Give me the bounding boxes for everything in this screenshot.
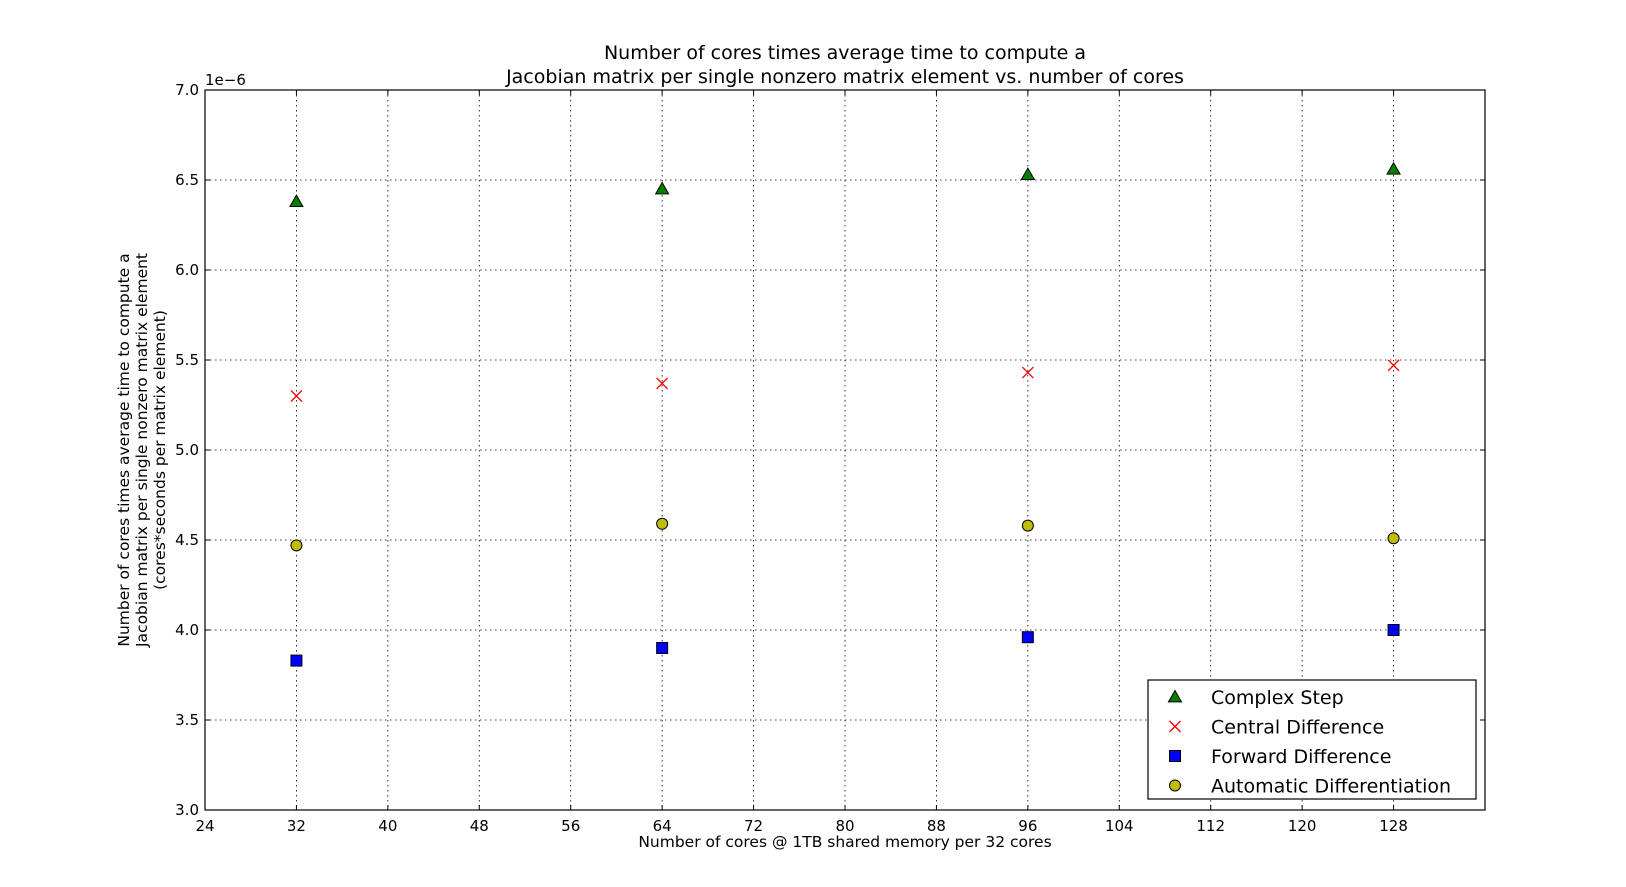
data-point: [656, 642, 669, 654]
legend-box: [1147, 679, 1477, 800]
data-series: [289, 161, 1401, 667]
x-tick-label: 24: [195, 817, 214, 835]
data-point: [1386, 161, 1401, 175]
y-tick-label: 3.0: [175, 801, 199, 819]
x-tick-label: 80: [835, 817, 854, 835]
legend-label: Complex Step: [1211, 687, 1344, 709]
chart-title-line-2: Jacobian matrix per single nonzero matri…: [505, 66, 1184, 88]
y-axis-label-line-1: Number of cores times average time to co…: [115, 253, 133, 646]
x-tick-label: 32: [287, 817, 306, 835]
data-point: [656, 377, 669, 390]
x-tick-label: 104: [1105, 817, 1134, 835]
data-point: [1021, 519, 1034, 532]
y-axis-label-line-2: Jacobian matrix per single nonzero matri…: [133, 253, 151, 648]
data-point: [1387, 359, 1400, 372]
x-tick-label: 120: [1288, 817, 1317, 835]
x-axis-label: Number of cores @ 1TB shared memory per …: [638, 833, 1051, 851]
x-tick-label: 112: [1196, 817, 1225, 835]
legend-label: Automatic Differentiation: [1211, 776, 1451, 798]
legend-marker: [1169, 720, 1181, 733]
x-tick-label: 40: [378, 817, 397, 835]
axis-ticks: 24 32 40 48 56 64 72 80 88 96 104 112 120 128 3.0 3.5 4.…: [175, 81, 1485, 835]
x-tick-label: 88: [927, 817, 946, 835]
chart-title-line-1: Number of cores times average time to co…: [604, 42, 1086, 64]
y-tick-label: 6.0: [175, 261, 199, 279]
data-point: [656, 517, 669, 530]
legend: Complex Step Central Difference Forward Di…: [1147, 679, 1477, 800]
legend-marker: [1169, 779, 1181, 792]
legend-label: Central Difference: [1211, 717, 1384, 739]
legend-label: Forward Difference: [1211, 746, 1391, 768]
y-tick-label: 7.0: [175, 81, 199, 99]
legend-marker: [1167, 689, 1183, 703]
data-point: [290, 390, 303, 402]
data-point: [1387, 532, 1400, 545]
data-point: [654, 181, 670, 195]
data-point: [1021, 631, 1034, 644]
x-tick-label: 48: [470, 817, 489, 835]
data-point: [290, 539, 303, 552]
series-group: [290, 517, 1400, 552]
series-group: [290, 359, 1400, 402]
x-tick-label: 56: [561, 817, 580, 835]
y-tick-label: 5.0: [175, 441, 199, 459]
y-tick-label: 5.5: [175, 351, 199, 369]
y-tick-label: 4.0: [175, 621, 199, 639]
y-tick-label: 3.5: [175, 711, 199, 729]
y-axis-label-line-3: (cores*seconds per matrix element): [151, 310, 169, 590]
y-tick-label: 6.5: [175, 171, 199, 189]
data-point: [1021, 366, 1034, 379]
x-tick-label: 96: [1018, 817, 1037, 835]
y-tick-label: 4.5: [175, 531, 199, 549]
data-point: [289, 194, 304, 207]
data-point: [290, 654, 303, 667]
x-tick-label: 72: [744, 817, 763, 835]
series-group: [290, 624, 1400, 667]
legend-marker: [1169, 750, 1181, 762]
series-group: [289, 161, 1401, 207]
data-point: [1020, 167, 1036, 180]
y-axis-label: Number of cores times average time to co…: [115, 253, 169, 648]
data-point: [1387, 624, 1400, 636]
y-offset-label: 1e−6: [205, 71, 246, 89]
x-tick-label: 128: [1379, 817, 1408, 835]
x-tick-label: 64: [653, 817, 672, 835]
